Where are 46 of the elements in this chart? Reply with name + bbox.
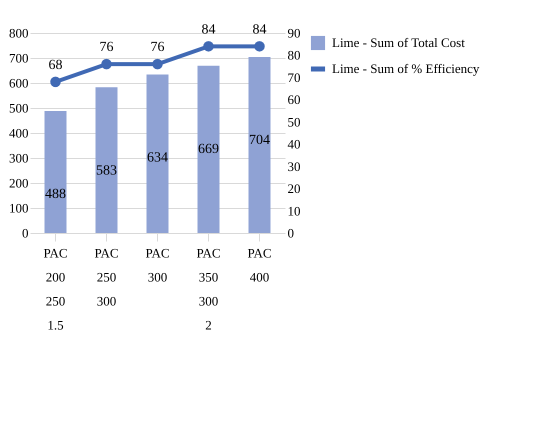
y2-tick-label: 60 (288, 92, 300, 108)
legend-label: Lime - Sum of Total Cost (332, 35, 466, 50)
bar (146, 74, 168, 233)
data-label: 704 (249, 133, 270, 148)
point (203, 41, 214, 52)
y-tick-label: 0 (22, 226, 28, 240)
point (254, 41, 265, 52)
y-tick-label: 200 (9, 176, 28, 190)
y-tick-label: 800 (9, 26, 28, 40)
data-label: 84 (202, 22, 216, 38)
y-tick-label: 600 (9, 76, 28, 90)
data-label: 669 (198, 142, 219, 157)
bar (198, 66, 220, 233)
legend-label: Lime - Sum of % Efficiency (332, 61, 480, 76)
y2-tick-label: 30 (288, 158, 300, 174)
y-tick-label: 500 (9, 100, 28, 116)
y-tick-label: 400 (9, 126, 28, 140)
data-label: 634 (147, 150, 168, 166)
y-tick-label: 300 (9, 150, 28, 166)
y-tick-label: 100 (9, 200, 28, 216)
point (101, 58, 112, 70)
x-tick-label: PAC 350 300 2 (196, 246, 221, 332)
data-label: 76 (150, 40, 164, 56)
bar (96, 87, 118, 233)
y2-tick-label: 50 (288, 114, 300, 130)
data-label: 76 (100, 40, 114, 56)
point (152, 58, 163, 70)
y2-tick-label: 80 (288, 48, 300, 63)
x-tick-label: PAC 400 (247, 246, 272, 284)
data-label: 488 (45, 187, 66, 202)
bar (44, 111, 66, 233)
data-label: 583 (96, 163, 117, 178)
y2-tick-label: 90 (288, 26, 300, 40)
y2-tick-label: 70 (288, 70, 300, 85)
x-tick-label: PAC 200 250 1.5 (43, 246, 68, 332)
x-tick-label: PAC 300 (145, 246, 170, 284)
y2-tick-label: 40 (288, 136, 300, 152)
y-tick-label: 700 (9, 50, 28, 66)
point (50, 76, 61, 88)
y2-tick-label: 0 (288, 226, 294, 240)
y2-tick-label: 20 (288, 181, 300, 196)
x-tick-label: PAC 250 300 (94, 246, 119, 308)
data-label: 84 (252, 22, 266, 38)
y2-tick-label: 10 (288, 203, 300, 218)
data-label: 68 (48, 58, 62, 73)
bar (248, 57, 270, 233)
